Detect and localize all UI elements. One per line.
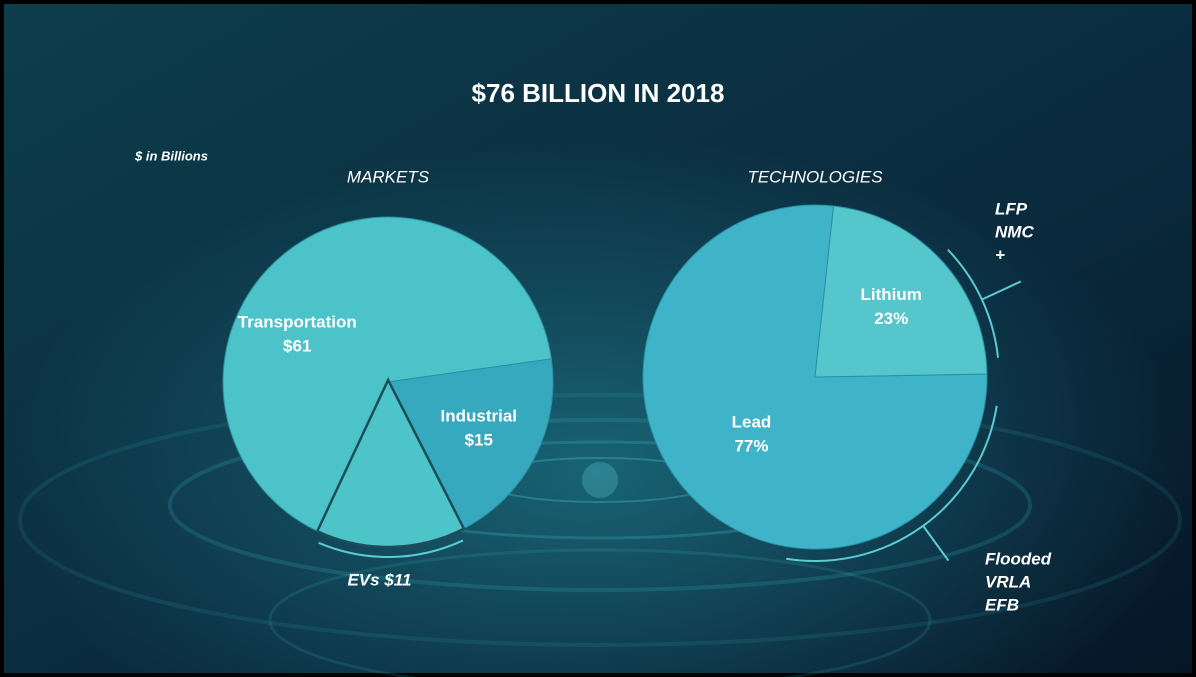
slice-value-label: 77%	[734, 436, 768, 455]
slice-name: Transportation	[238, 312, 357, 331]
pie-slice	[387, 358, 554, 530]
subtype-label: NMC	[995, 222, 1034, 241]
subtype-label: LFP	[995, 199, 1028, 218]
slice-value-label: 23%	[874, 309, 908, 328]
slice-value-label: $61	[283, 336, 311, 355]
decor-rings	[18, 393, 1182, 677]
subtype-label: VRLA	[985, 572, 1031, 591]
bracket-arc	[947, 248, 999, 358]
subtype-label: Flooded	[985, 549, 1052, 568]
slice-value-label: $15	[465, 431, 493, 450]
subtype-label: +	[995, 245, 1005, 264]
unit-note: $ in Billions	[134, 148, 208, 163]
slice-name: Lead	[732, 412, 772, 431]
slice-name: Industrial	[441, 407, 518, 426]
pie-sub-slice	[315, 377, 466, 549]
sub-slice-label: EVs $11	[347, 570, 411, 589]
bracket-leader	[922, 525, 950, 562]
chart-subtitle: TECHNOLOGIES	[747, 167, 883, 186]
pie-slice	[814, 205, 988, 378]
chart-subtitle: MARKETS	[347, 167, 430, 186]
slide-title: $76 BILLION IN 2018	[472, 78, 725, 108]
bracket-arc	[318, 539, 464, 558]
subtype-label: EFB	[985, 595, 1019, 614]
slice-name: Lithium	[861, 285, 922, 304]
bracket-leader	[981, 280, 1022, 301]
